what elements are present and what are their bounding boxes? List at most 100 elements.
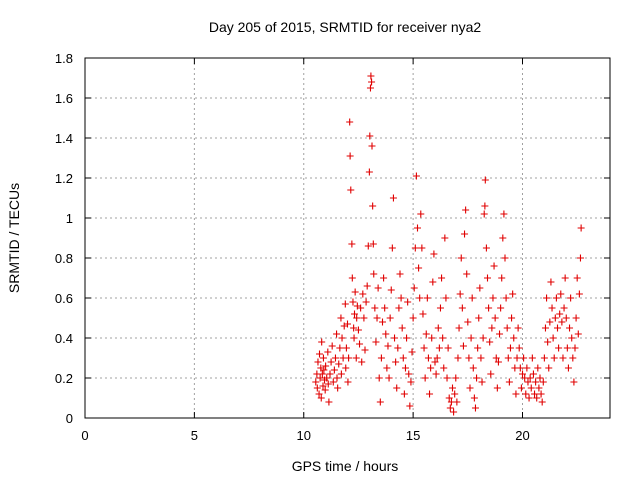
data-point (382, 330, 390, 338)
data-point (574, 330, 582, 338)
data-point (341, 300, 349, 308)
data-point (362, 298, 370, 306)
data-point (350, 324, 358, 332)
data-point (539, 378, 547, 386)
data-point (482, 244, 490, 252)
data-point (549, 334, 557, 342)
data-point (333, 330, 341, 338)
data-point (577, 224, 585, 232)
data-point (394, 344, 402, 352)
data-point (366, 132, 374, 140)
data-point (395, 304, 403, 312)
data-point (388, 244, 396, 252)
data-point (342, 364, 350, 372)
y-tick-label: 1.6 (55, 91, 73, 106)
data-point (519, 370, 526, 378)
data-point (347, 186, 355, 194)
data-point (477, 354, 485, 362)
data-points (312, 72, 585, 416)
data-point (550, 354, 558, 362)
data-point (376, 398, 384, 406)
y-tick-label: 0.8 (55, 251, 73, 266)
data-point (389, 194, 397, 202)
data-point (449, 384, 456, 392)
data-point (573, 274, 581, 282)
data-point (325, 398, 333, 406)
data-point (499, 234, 507, 242)
data-point (531, 390, 539, 398)
data-point (370, 270, 378, 278)
data-point (316, 350, 323, 358)
data-point (417, 210, 425, 218)
data-point (492, 354, 500, 362)
data-point (367, 72, 375, 80)
data-point (494, 358, 502, 366)
data-point (391, 334, 399, 342)
data-point (501, 254, 509, 262)
data-point (416, 294, 424, 302)
data-point (528, 354, 536, 362)
data-point (506, 344, 514, 352)
data-point (461, 230, 469, 238)
data-point (464, 318, 472, 326)
data-point (490, 262, 498, 270)
data-point (470, 394, 478, 402)
data-point (324, 380, 332, 388)
data-point (471, 404, 479, 412)
data-point (371, 304, 379, 312)
data-point (334, 384, 342, 392)
data-point (546, 318, 554, 326)
data-point (533, 394, 541, 402)
data-point (544, 338, 552, 346)
data-point (335, 360, 343, 368)
data-point (318, 338, 326, 346)
data-point (349, 298, 357, 306)
data-point (559, 354, 567, 362)
data-point (508, 314, 516, 322)
data-point (337, 370, 345, 378)
data-point (352, 354, 360, 362)
x-tick-label: 10 (297, 428, 311, 443)
data-point (433, 354, 441, 362)
data-point (547, 278, 555, 286)
data-point (344, 378, 352, 386)
data-point (445, 394, 453, 402)
data-point (576, 254, 584, 262)
data-point (438, 274, 446, 282)
data-point (469, 364, 477, 372)
data-point (408, 348, 416, 356)
data-point (405, 370, 413, 378)
data-point (556, 310, 564, 318)
data-point (512, 390, 520, 398)
data-point (520, 354, 528, 362)
data-point (398, 324, 406, 332)
data-point (387, 286, 395, 294)
data-point (567, 294, 575, 302)
data-point (360, 314, 368, 322)
data-point (330, 366, 338, 374)
data-point (446, 404, 454, 412)
data-point (429, 278, 437, 286)
data-point (386, 314, 394, 322)
data-point (354, 326, 362, 334)
data-point (568, 334, 576, 342)
data-point (337, 314, 345, 322)
data-point (359, 290, 367, 298)
data-point (563, 344, 571, 352)
data-point (543, 294, 551, 302)
data-point (319, 354, 327, 362)
data-point (328, 342, 336, 350)
data-point (524, 378, 532, 386)
data-point (374, 284, 382, 292)
data-point (569, 354, 577, 362)
data-point (560, 304, 568, 312)
data-point (368, 78, 376, 86)
data-point (467, 334, 475, 342)
data-point (393, 384, 401, 392)
data-point (537, 390, 545, 398)
data-point (426, 390, 434, 398)
plot-frame (84, 57, 611, 419)
data-point (566, 324, 574, 332)
data-point (551, 314, 559, 322)
data-point (319, 382, 327, 390)
